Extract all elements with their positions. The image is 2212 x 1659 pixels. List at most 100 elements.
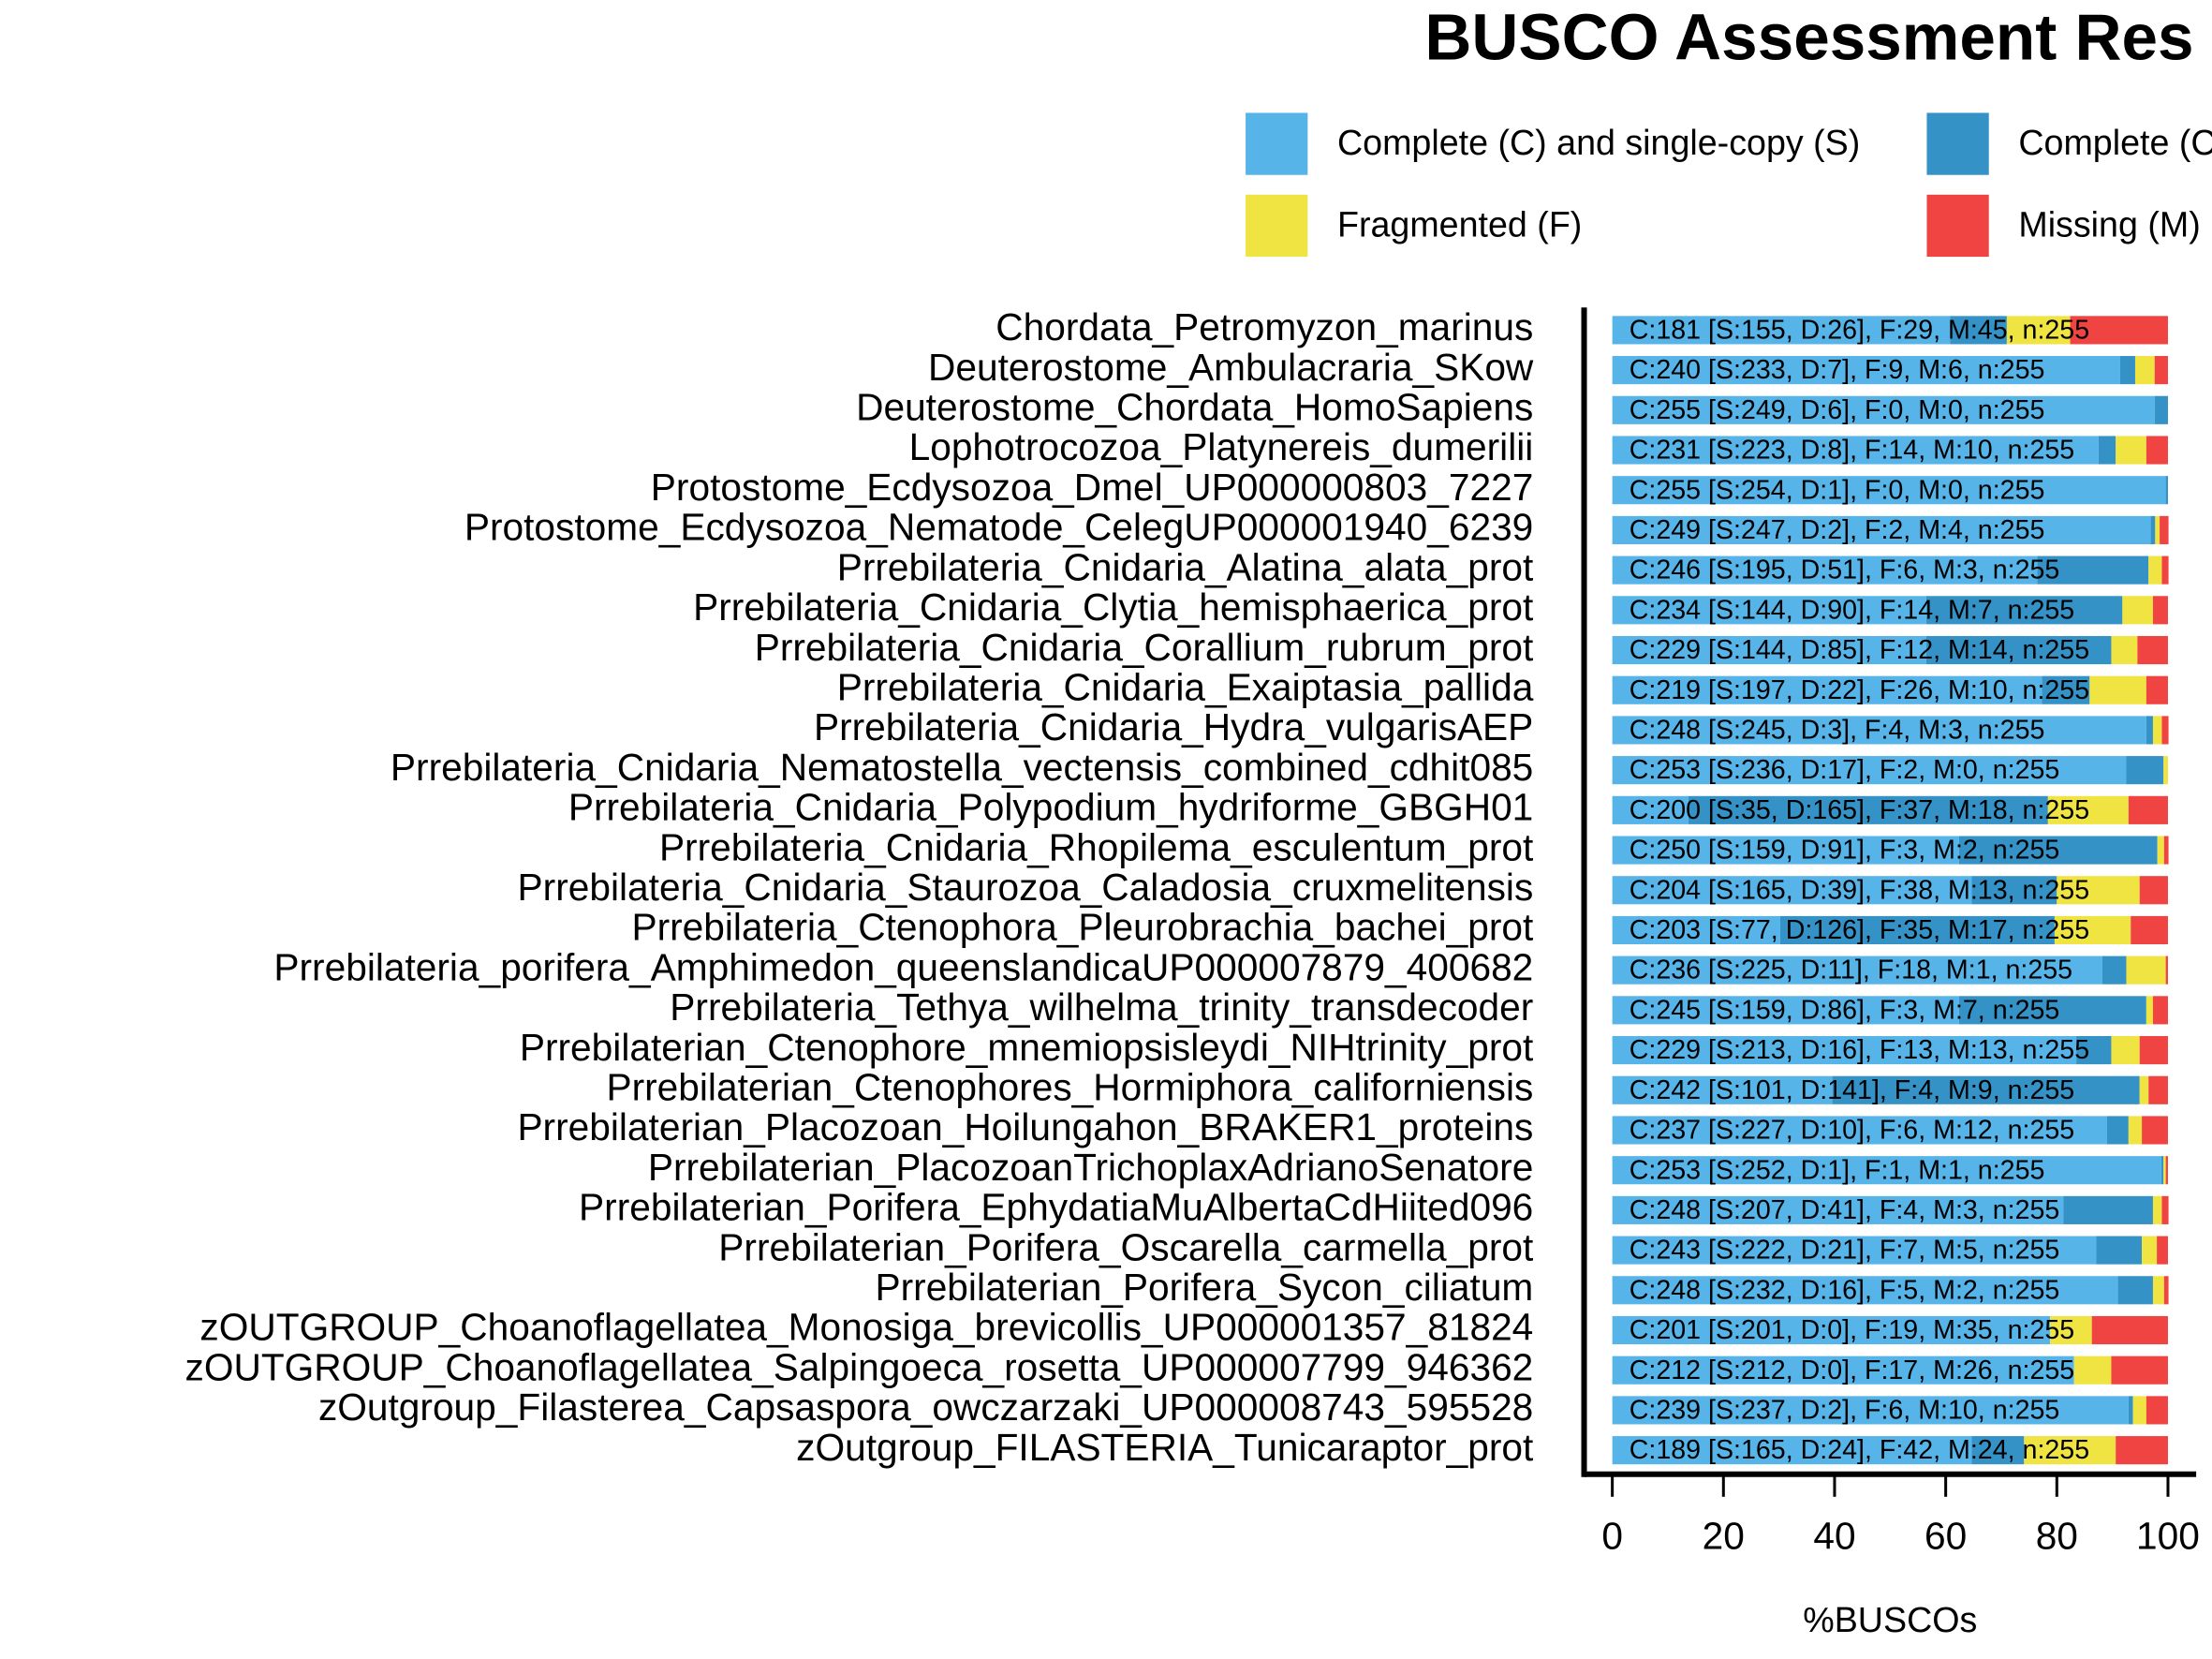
bar-segment (2160, 515, 2169, 544)
bar-segment (1612, 1075, 1833, 1104)
bar-segment (2139, 876, 2168, 905)
y-tick-label: zOUTGROUP_Choanoflagellatea_Salpingoeca_… (185, 1345, 1534, 1388)
bar-segment (1971, 1436, 2025, 1465)
y-tick-label: Prrebilateria_Cnidaria_Hydra_vulgarisAEP (814, 705, 1533, 748)
x-tick-label: 60 (1924, 1515, 1967, 1558)
bar-label: C:201 [S:201, D:0], F:19, M:35, n:255 (1630, 1315, 2075, 1345)
bar-segment (2146, 1396, 2168, 1425)
y-tick-label: Deuterostome_Ambulacraria_SKow (928, 346, 1534, 389)
bar-segment (2050, 1315, 2092, 1345)
legend-label: Complete (C) and single-copy (S) (1337, 123, 1860, 162)
y-tick-label: Prrebilaterian_Ctenophores_Hormiphora_ca… (606, 1066, 1533, 1109)
bar-segment (1612, 955, 2102, 985)
legend-label: Fragmented (F) (1337, 204, 1582, 244)
bar-segment (2134, 356, 2155, 385)
x-tick-label: 80 (2036, 1515, 2078, 1558)
y-tick-label: Prrebilateria_Cnidaria_Polypodium_hydrif… (568, 786, 1533, 829)
y-tick-label: Protostome_Ecdysozoa_Dmel_UP000000803_72… (651, 466, 1534, 509)
bar-segment (2122, 596, 2153, 625)
bar-segment (2163, 1276, 2169, 1305)
y-tick-label: Prrebilaterian_Porifera_Sycon_ciliatum (876, 1266, 1534, 1309)
bar-label: C:243 [S:222, D:21], F:7, M:5, n:255 (1630, 1236, 2060, 1266)
bar-segment (2146, 716, 2153, 745)
bar-segment (2096, 1236, 2143, 1265)
y-tick-label: Prrebilateria_porifera_Amphimedon_queens… (273, 945, 1533, 988)
bar-segment (2152, 716, 2162, 745)
bar-segment (1612, 876, 1972, 905)
y-tick-label: Lophotrocozoa_Platynereis_dumerilii (909, 425, 1534, 468)
bar-segment (2165, 476, 2168, 505)
bar-label: C:255 [S:249, D:6], F:0, M:0, n:255 (1630, 395, 2045, 425)
bar-segment (2128, 795, 2168, 824)
y-tick-label: Chordata_Petromyzon_marinus (995, 305, 1533, 348)
bar-label: C:189 [S:165, D:24], F:42, M:24, n:255 (1630, 1435, 2089, 1465)
bar-segment (2089, 675, 2146, 704)
bar-segment (2131, 915, 2168, 945)
bar-segment (2152, 596, 2168, 625)
bar-segment (1612, 476, 2166, 505)
bar-segment (1612, 515, 2151, 544)
bar-segment (2137, 635, 2168, 665)
bar-label: C:231 [S:223, D:8], F:14, M:10, n:255 (1630, 436, 2075, 466)
x-tick-label: 40 (1813, 1515, 1855, 1558)
bar-segment (1971, 876, 2057, 905)
bar-segment (2091, 1315, 2168, 1345)
bar-label: C:240 [S:233, D:7], F:9, M:6, n:255 (1630, 355, 2045, 385)
bar-segment (2128, 1396, 2133, 1425)
bar-segment (1779, 915, 2055, 945)
bar-label: C:237 [S:227, D:10], F:6, M:12, n:255 (1630, 1116, 2075, 1146)
y-tick-label: Prrebilaterian_Porifera_Oscarella_carmel… (718, 1225, 1533, 1268)
bar-segment (1612, 596, 1926, 625)
y-tick-label: Prrebilateria_Cnidaria_Exaiptasia_pallid… (837, 665, 1534, 708)
chart-title: BUSCO Assessment Res (1424, 0, 2193, 73)
bar-segment (2157, 836, 2164, 865)
bar-segment (1950, 316, 2007, 345)
bar-segment (2160, 1156, 2164, 1185)
bar-segment (2165, 955, 2168, 985)
bar-segment (2126, 756, 2164, 785)
y-tick-label: Protostome_Ecdysozoa_Nematode_CelegUP000… (465, 506, 1533, 549)
bar-segment (2057, 876, 2140, 905)
bar-segment (1925, 635, 2112, 665)
bar-segment (1832, 1075, 2140, 1104)
y-tick-label: Prrebilaterian_PlacozoanTrichoplaxAdrian… (648, 1146, 1533, 1189)
bar-segment (1688, 795, 2048, 824)
y-tick-label: Prrebilateria_Cnidaria_Clytia_hemisphaer… (693, 585, 1533, 629)
bar-segment (2111, 1036, 2140, 1065)
bar-segment (1612, 1236, 2097, 1265)
bar-segment (2047, 795, 2129, 824)
bar-segment (2152, 996, 2168, 1025)
bar-segment (2128, 1116, 2143, 1145)
bar-label: C:245 [S:159, D:86], F:3, M:7, n:255 (1630, 995, 2060, 1025)
bar-label: C:236 [S:225, D:11], F:18, M:1, n:255 (1630, 955, 2072, 985)
bar-segment (1612, 1276, 2118, 1305)
bar-segment (2037, 555, 2149, 585)
bar-label: C:181 [S:155, D:26], F:29, M:45, n:255 (1630, 315, 2089, 345)
y-tick-label: Prrebilateria_Tethya_wilhelma_trinity_tr… (670, 985, 1533, 1029)
bar-label: C:234 [S:144, D:90], F:14, M:7, n:255 (1630, 595, 2075, 625)
bar-segment (1612, 1355, 2074, 1385)
bar-segment (1612, 1036, 2077, 1065)
bar-segment (2111, 635, 2138, 665)
bar-segment (1958, 996, 2146, 1025)
y-tick-label: Prrebilateria_Cnidaria_Alatina_alata_pro… (837, 545, 1534, 588)
bar-segment (2152, 1195, 2162, 1224)
bar-segment (1612, 675, 2042, 704)
legend-swatch (1926, 112, 1989, 175)
bar-segment (1612, 716, 2146, 745)
bar-segment (1612, 915, 1780, 945)
legend-swatch (1926, 194, 1989, 258)
bar-segment (1612, 756, 2127, 785)
y-tick-label: Prrebilateria_Ctenophora_Pleurobrachia_b… (631, 906, 1533, 949)
bar-segment (1612, 836, 1959, 865)
x-tick-label: 20 (1703, 1515, 1745, 1558)
y-tick-label: Prrebilaterian_Ctenophore_mnemiopsisleyd… (520, 1026, 1533, 1069)
bar-segment (2076, 1036, 2112, 1065)
bar-segment (2148, 1075, 2168, 1104)
bar-segment (2101, 955, 2127, 985)
y-tick-label: zOutgroup_Filasterea_Capsaspora_owczarza… (318, 1385, 1533, 1429)
bar-label: C:200 [S:35, D:165], F:37, M:18, n:255 (1630, 795, 2089, 825)
bar-segment (2116, 436, 2146, 465)
x-tick-label: 100 (2136, 1515, 2200, 1558)
bar-label: C:242 [S:101, D:141], F:4, M:9, n:255 (1630, 1075, 2075, 1105)
